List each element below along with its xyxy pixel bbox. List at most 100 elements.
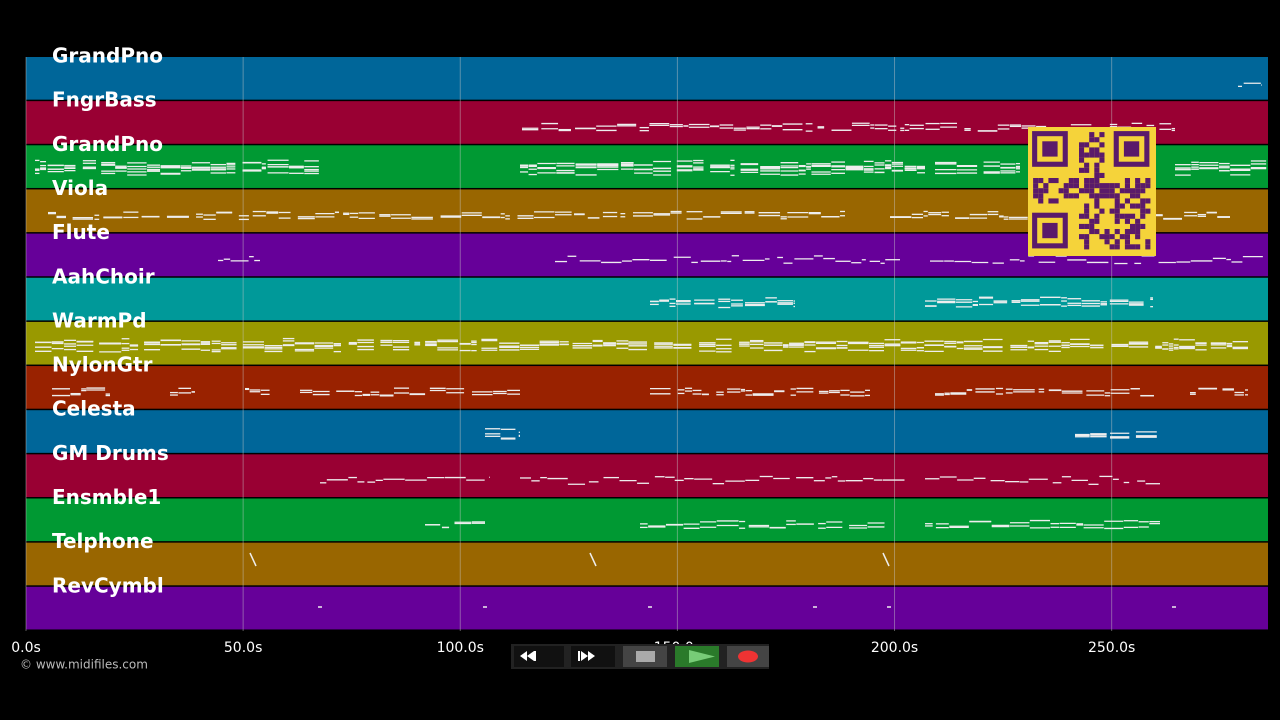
qr-cell	[1094, 178, 1100, 184]
qr-cell	[1114, 239, 1120, 245]
qr-cell	[1073, 183, 1079, 189]
note	[882, 552, 890, 567]
record-button[interactable]	[727, 646, 769, 667]
qr-cell	[1130, 244, 1136, 250]
qr-cell	[1038, 178, 1044, 184]
qr-cell	[1119, 234, 1125, 240]
track-labels: GrandPno FngrBass GrandPno Viola Flute AahCho…	[52, 44, 169, 598]
qr-cell	[1135, 218, 1141, 224]
qr-cell	[1033, 178, 1039, 184]
qr-cell	[1099, 193, 1105, 199]
track-name: GrandPno	[52, 132, 163, 156]
qr-cell	[1124, 188, 1130, 194]
qr-cell	[1068, 193, 1074, 199]
qr-code	[1028, 127, 1156, 256]
qr-cell	[1114, 193, 1120, 199]
qr-cell	[1130, 213, 1136, 219]
tick-label: 200.0s	[871, 640, 918, 656]
qr-cell	[1079, 167, 1085, 173]
qr-cell	[1135, 183, 1141, 189]
qr-cell	[1109, 244, 1115, 250]
track-name: GrandPno	[52, 44, 163, 68]
qr-cell	[1135, 193, 1141, 199]
track-row	[26, 277, 1268, 321]
stop-button[interactable]	[623, 646, 667, 667]
qr-cell	[1114, 213, 1120, 219]
qr-cell	[1130, 229, 1136, 235]
qr-cell	[1053, 178, 1059, 184]
qr-cell	[1119, 188, 1125, 194]
track-row	[26, 586, 1268, 630]
qr-cell	[1058, 188, 1064, 194]
qr-cell	[1114, 218, 1120, 224]
qr-cell	[1119, 213, 1125, 219]
qr-cell	[1084, 162, 1090, 168]
qr-cell	[1130, 203, 1136, 209]
qr-cell	[1124, 239, 1130, 245]
play-button[interactable]	[675, 646, 719, 667]
copyright: © www.midifiles.com	[20, 658, 148, 672]
track-row	[26, 454, 1268, 497]
qr-cell	[1094, 218, 1100, 224]
qr-cell	[1089, 218, 1095, 224]
qr-cell	[1073, 193, 1079, 199]
qr-cell	[1130, 188, 1136, 194]
qr-cell	[1084, 167, 1090, 173]
qr-cell	[1084, 244, 1090, 250]
qr-cell	[1079, 142, 1085, 148]
qr-cell	[1063, 188, 1069, 194]
qr-cell	[1099, 152, 1105, 158]
controls	[511, 644, 769, 669]
qr-cell	[1033, 188, 1039, 194]
qr-cell	[1145, 198, 1151, 204]
tick-label: 0.0s	[11, 640, 41, 656]
qr-cell	[1089, 132, 1095, 138]
qr-cell	[1135, 188, 1141, 194]
qr-cell	[1089, 188, 1095, 194]
qr-cell	[1084, 234, 1090, 240]
qr-cell	[1084, 239, 1090, 245]
qr-cell	[1079, 223, 1085, 229]
qr-cell	[1114, 229, 1120, 235]
track-name: RevCymbl	[52, 573, 164, 597]
qr-cell	[1104, 229, 1110, 235]
qr-finder	[1123, 141, 1140, 157]
qr-cell	[1135, 178, 1141, 184]
qr-cell	[1104, 193, 1110, 199]
qr-cell	[1124, 183, 1130, 189]
forward-button[interactable]	[571, 646, 615, 667]
qr-cell	[1094, 167, 1100, 173]
qr-cell	[1099, 183, 1105, 189]
qr-cell	[1033, 193, 1039, 199]
qr-cell	[1038, 193, 1044, 199]
qr-cell	[1089, 178, 1095, 184]
track-name: Celesta	[52, 397, 136, 421]
qr-cell	[1084, 213, 1090, 219]
track-name: WarmPd	[52, 308, 147, 332]
qr-cell	[1109, 208, 1115, 214]
qr-cell	[1084, 183, 1090, 189]
tick-label: 100.0s	[437, 640, 484, 656]
qr-cell	[1084, 188, 1090, 194]
qr-cell	[1089, 193, 1095, 199]
qr-cell	[1130, 193, 1136, 199]
qr-cell	[1063, 183, 1069, 189]
qr-cell	[1094, 162, 1100, 168]
rewind-button[interactable]	[514, 646, 564, 667]
qr-cell	[1099, 142, 1105, 148]
qr-cell	[1140, 188, 1146, 194]
qr-cell	[1053, 198, 1059, 204]
qr-cell	[1094, 152, 1100, 158]
qr-cell	[1099, 188, 1105, 194]
track-row	[26, 542, 1268, 586]
qr-cell	[1084, 223, 1090, 229]
qr-cell	[1079, 152, 1085, 158]
qr-cell	[1038, 188, 1044, 194]
qr-cell	[1130, 223, 1136, 229]
qr-cell	[1094, 213, 1100, 219]
qr-cell	[1048, 178, 1054, 184]
qr-cell	[1084, 142, 1090, 148]
qr-cell	[1089, 223, 1095, 229]
